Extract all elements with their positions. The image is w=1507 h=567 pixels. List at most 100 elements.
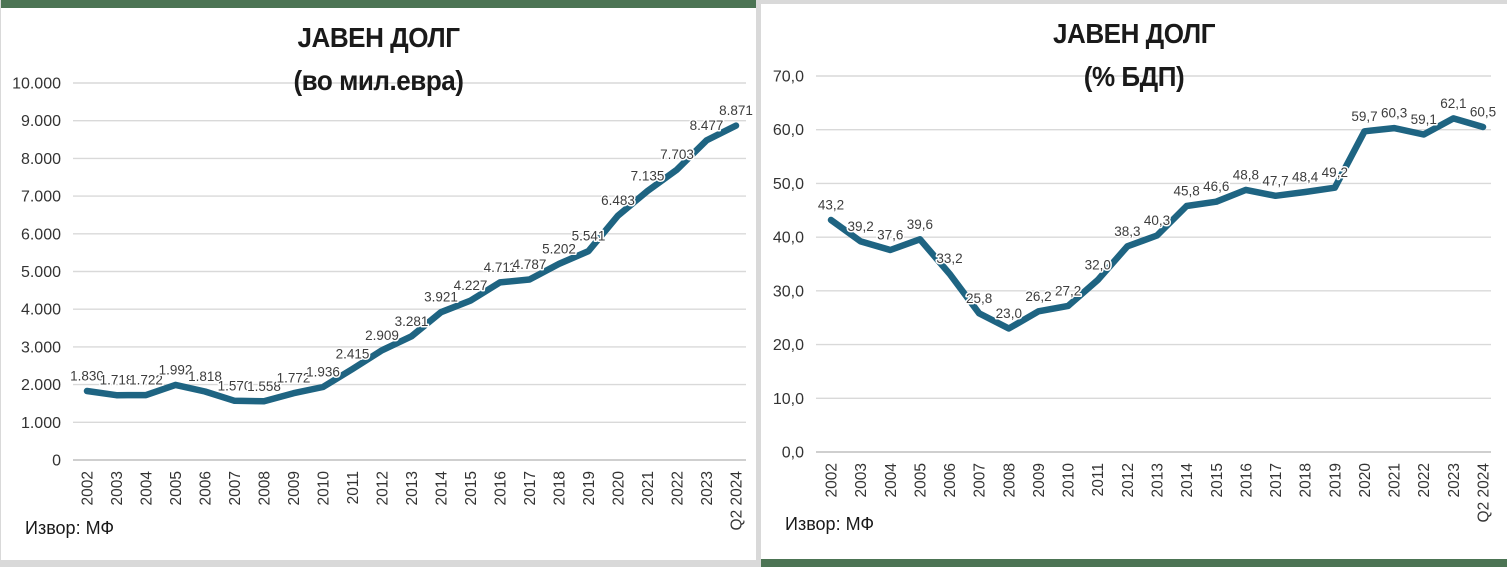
x-tick-label: 2011 bbox=[1090, 463, 1107, 496]
x-tick-label: 2022 bbox=[1416, 463, 1433, 497]
x-tick-label: 2018 bbox=[552, 471, 569, 505]
chart-title-line2: (% БДП) bbox=[1083, 61, 1185, 92]
chart-area-mil-eur: ЈАВЕН ДОЛГ (во мил.евра) 10.000 9.000 8.00… bbox=[1, 8, 756, 560]
data-label: 40,3 bbox=[1144, 213, 1170, 228]
x-tick-label: 2007 bbox=[227, 471, 244, 505]
y-tick-label: 60,0 bbox=[773, 122, 804, 139]
data-label: 60,3 bbox=[1381, 106, 1407, 121]
x-tick-label: 2003 bbox=[853, 463, 870, 497]
y-axis-labels: 10.000 9.000 8.000 7.000 6.000 5.000 4.000 3.00… bbox=[12, 76, 61, 470]
x-tick-label: 2006 bbox=[198, 471, 215, 505]
x-tick-label: 2005 bbox=[168, 471, 185, 505]
source-note-right: Извор: МФ bbox=[785, 514, 875, 534]
data-label: 60,5 bbox=[1470, 105, 1496, 120]
chart-title-pct-gdp: ЈАВЕН ДОЛГ (% БДП) bbox=[787, 12, 1481, 98]
y-tick-label: 7.000 bbox=[21, 189, 61, 206]
x-tick-label: 2009 bbox=[286, 471, 303, 505]
series-line bbox=[83, 122, 740, 405]
x-tick-label: 2003 bbox=[109, 471, 126, 505]
gridlines bbox=[816, 75, 1491, 453]
y-tick-label: 10,0 bbox=[773, 391, 804, 408]
data-label: 39,6 bbox=[907, 217, 933, 232]
x-tick-label: 2011 bbox=[345, 471, 362, 504]
data-label: 59,7 bbox=[1351, 109, 1377, 124]
y-tick-label: 8.000 bbox=[21, 151, 61, 168]
data-label: 5.541 bbox=[572, 229, 606, 244]
x-tick-label: 2004 bbox=[883, 463, 900, 498]
chart-title-line1: ЈАВЕН ДОЛГ bbox=[297, 22, 460, 53]
x-tick-label: 2021 bbox=[1387, 463, 1404, 497]
data-label: 25,8 bbox=[966, 291, 992, 306]
data-label: 49,2 bbox=[1322, 165, 1348, 180]
data-label: 4.787 bbox=[513, 257, 547, 272]
x-tick-label: 2008 bbox=[1001, 463, 1018, 497]
chart-background bbox=[761, 4, 1507, 559]
x-tick-label: 2010 bbox=[316, 471, 333, 506]
source-note-left: Извор: МФ bbox=[25, 518, 115, 538]
data-labels: 43,239,2 37,6 39,6 33,2 25,8 23,026,2 27,2 32,0… bbox=[816, 94, 1497, 322]
data-label: 7.703 bbox=[660, 147, 694, 162]
data-label: 1.718 bbox=[100, 373, 134, 388]
y-axis-labels: 70,0 60,0 50,0 40,0 30,0 20,0 10,0 0,0 bbox=[773, 69, 804, 462]
chart-panel-debt-mil-eur: ЈАВЕН ДОЛГ (во мил.евра) 10.000 9.000 8.00… bbox=[1, 0, 756, 560]
data-label: 1.570 bbox=[218, 378, 252, 393]
data-label: 33,2 bbox=[936, 251, 962, 266]
y-tick-label: 0 bbox=[52, 453, 61, 470]
data-label: 1.818 bbox=[188, 369, 222, 384]
data-label: 3.921 bbox=[424, 290, 458, 305]
data-label: 45,8 bbox=[1173, 183, 1199, 198]
y-tick-label: 40,0 bbox=[773, 230, 804, 247]
data-label: 27,2 bbox=[1055, 283, 1081, 298]
x-tick-label: 2002 bbox=[80, 471, 97, 505]
x-tick-label: 2015 bbox=[463, 471, 480, 505]
y-tick-label: 9.000 bbox=[21, 113, 61, 130]
data-label: 48,4 bbox=[1292, 170, 1319, 185]
data-label: 59,1 bbox=[1411, 112, 1437, 127]
data-label: 1.830 bbox=[70, 369, 104, 384]
x-tick-label: 2016 bbox=[1238, 463, 1255, 497]
data-label: 26,2 bbox=[1025, 289, 1051, 304]
x-tick-label: 2012 bbox=[375, 471, 392, 505]
x-tick-label: 2013 bbox=[404, 471, 421, 505]
x-tick-label: 2023 bbox=[1446, 463, 1463, 497]
y-tick-label: 50,0 bbox=[773, 176, 804, 193]
x-tick-label: Q2 2024 bbox=[1476, 463, 1493, 523]
data-label: 6.483 bbox=[601, 193, 635, 208]
data-label: 4.227 bbox=[454, 278, 488, 293]
x-tick-label: 2002 bbox=[824, 463, 841, 497]
y-tick-label: 6.000 bbox=[21, 226, 61, 243]
x-tick-label: 2019 bbox=[1327, 463, 1344, 497]
x-tick-label: 2010 bbox=[1061, 463, 1078, 498]
x-axis-labels: 2002 2003 2004 2005 2006 2007 2008 2009 2010 2011… bbox=[80, 471, 746, 531]
data-label: 48,8 bbox=[1233, 167, 1259, 182]
x-tick-label: 2021 bbox=[640, 471, 657, 505]
y-tick-label: 20,0 bbox=[773, 337, 804, 354]
data-label: 46,6 bbox=[1203, 179, 1229, 194]
data-label: 3.281 bbox=[395, 314, 429, 329]
data-label: 4.711 bbox=[484, 260, 517, 275]
data-label: 1.722 bbox=[129, 373, 163, 388]
data-label: 8.477 bbox=[690, 118, 724, 133]
data-label: 43,2 bbox=[818, 197, 844, 212]
y-tick-label: 1.000 bbox=[21, 415, 61, 432]
x-tick-label: 2013 bbox=[1150, 463, 1167, 497]
data-label: 39,2 bbox=[847, 219, 873, 234]
x-tick-label: 2009 bbox=[1031, 463, 1048, 497]
x-tick-label: Q2 2024 bbox=[729, 471, 746, 531]
x-tick-label: 2018 bbox=[1298, 463, 1315, 497]
top-accent-bar bbox=[1, 0, 756, 8]
data-label: 62,1 bbox=[1440, 96, 1466, 111]
y-tick-label: 5.000 bbox=[21, 264, 61, 281]
data-label: 38,3 bbox=[1114, 224, 1140, 239]
x-tick-label: 2006 bbox=[942, 463, 959, 497]
x-axis-labels: 2002 2003 2004 2005 2006 2007 2008 2009 2010 2011… bbox=[824, 463, 1493, 523]
data-label: 8.871 bbox=[719, 103, 753, 118]
y-tick-label: 2.000 bbox=[21, 377, 61, 394]
data-label: 1.936 bbox=[306, 365, 340, 380]
bottom-accent-bar bbox=[761, 559, 1507, 567]
data-label: 23,0 bbox=[996, 306, 1022, 321]
data-label: 37,6 bbox=[877, 228, 903, 243]
x-tick-label: 2008 bbox=[257, 471, 274, 505]
series-line bbox=[827, 115, 1487, 332]
y-tick-label: 70,0 bbox=[773, 69, 804, 86]
